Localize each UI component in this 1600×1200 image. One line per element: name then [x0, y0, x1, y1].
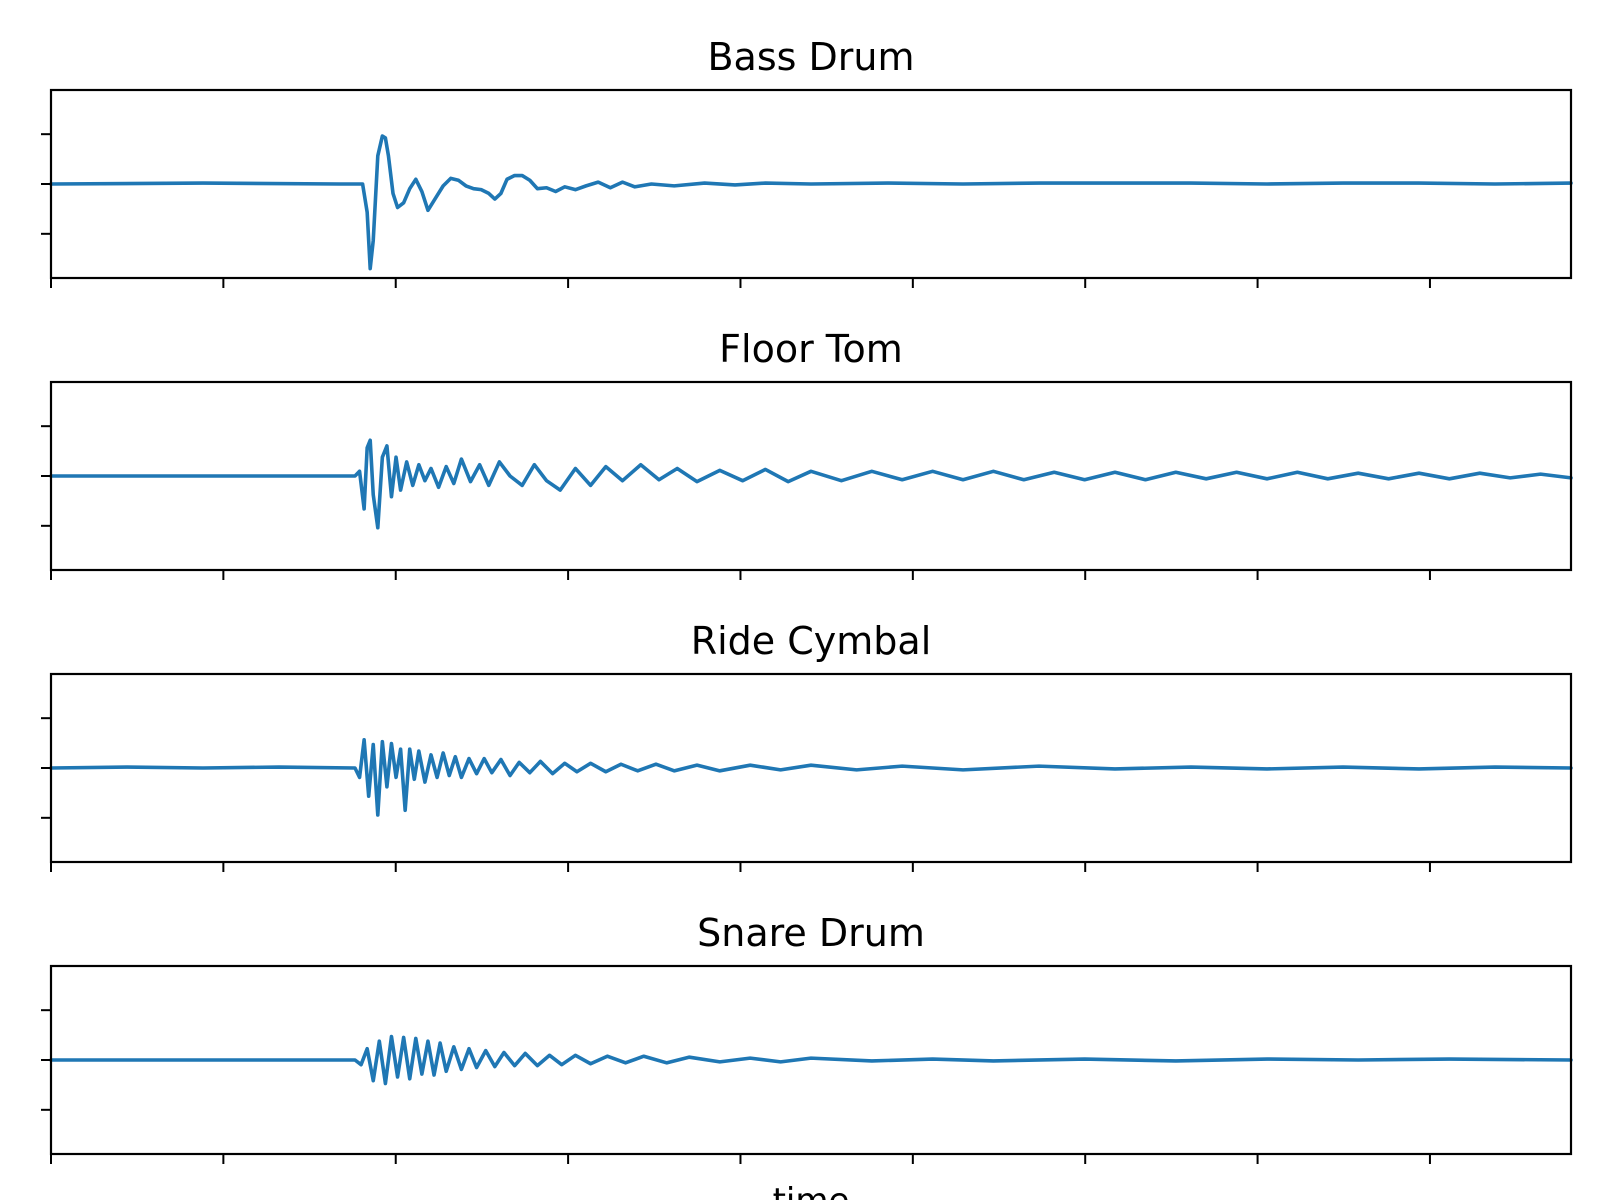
bass-drum-title: Bass Drum: [707, 35, 914, 79]
snare-drum-waveform-line: [49, 1034, 1573, 1086]
snare-drum-panel: Snare Drum time: [41, 911, 1573, 1200]
floor-tom-panel: Floor Tom: [41, 327, 1573, 580]
bass-drum-waveform-line: [49, 134, 1573, 271]
floor-tom-waveform-line: [49, 438, 1573, 530]
ride-cymbal-title: Ride Cymbal: [691, 619, 932, 663]
floor-tom-title: Floor Tom: [719, 327, 903, 371]
bass-drum-panel: Bass Drum: [41, 35, 1573, 288]
ride-cymbal-panel: Ride Cymbal: [41, 619, 1573, 872]
ride-cymbal-waveform-line: [49, 738, 1573, 817]
x-axis-label: time: [773, 1181, 850, 1200]
snare-drum-title: Snare Drum: [697, 911, 925, 955]
